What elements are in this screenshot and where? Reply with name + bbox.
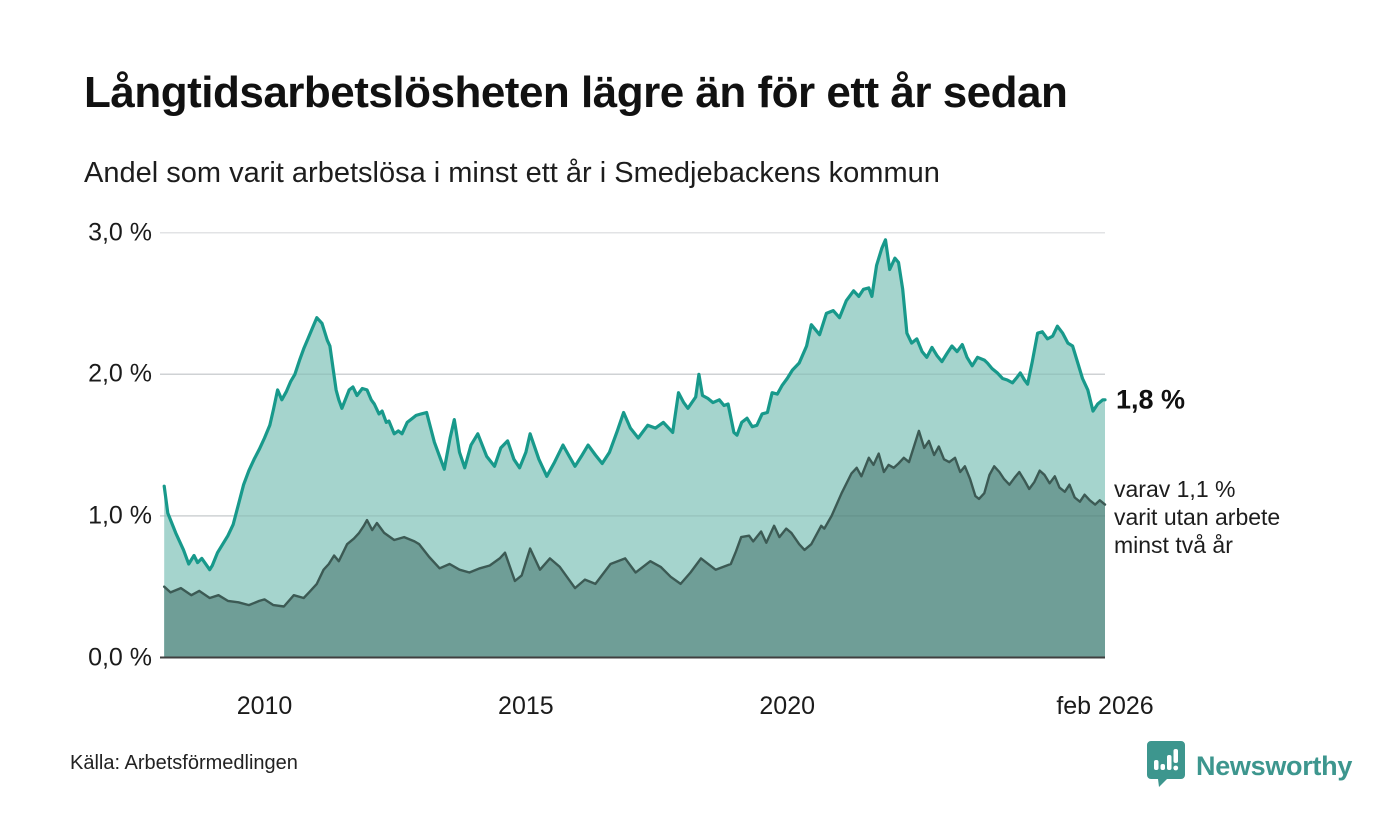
series2-annotation: varav 1,1 % varit utan arbete minst två år: [1114, 475, 1280, 559]
y-tick-label: 3,0 %: [88, 218, 152, 247]
y-tick-label: 2,0 %: [88, 359, 152, 388]
newsworthy-logo: Newsworthy: [1146, 740, 1352, 793]
y-tick-label: 0,0 %: [88, 643, 152, 671]
series2-area: [164, 430, 1105, 658]
page-title: Långtidsarbetslösheten lägre än för ett …: [84, 68, 1068, 117]
annotation-line: varav 1,1 %: [1114, 475, 1236, 502]
newsworthy-bubble-chart-icon: [1146, 740, 1186, 793]
annotation-line: minst två år: [1114, 531, 1233, 558]
chart-subtitle: Andel som varit arbetslösa i minst ett å…: [84, 157, 940, 189]
annotation-line: varit utan arbete: [1114, 503, 1281, 530]
x-tick-label: 2010: [236, 692, 293, 720]
series1-line: [162, 238, 1107, 572]
x-tick-label: 2015: [498, 692, 554, 720]
source-caption: Källa: Arbetsförmedlingen: [70, 752, 298, 774]
x-tick-label: feb 2026: [1056, 692, 1154, 720]
series2-line: [162, 429, 1107, 608]
x-tick-label: 2020: [759, 692, 816, 720]
newsworthy-wordmark: Newsworthy: [1196, 751, 1353, 781]
y-tick-label: 1,0 %: [88, 501, 152, 530]
series1-end-value-label: 1,8 %: [1116, 384, 1186, 415]
